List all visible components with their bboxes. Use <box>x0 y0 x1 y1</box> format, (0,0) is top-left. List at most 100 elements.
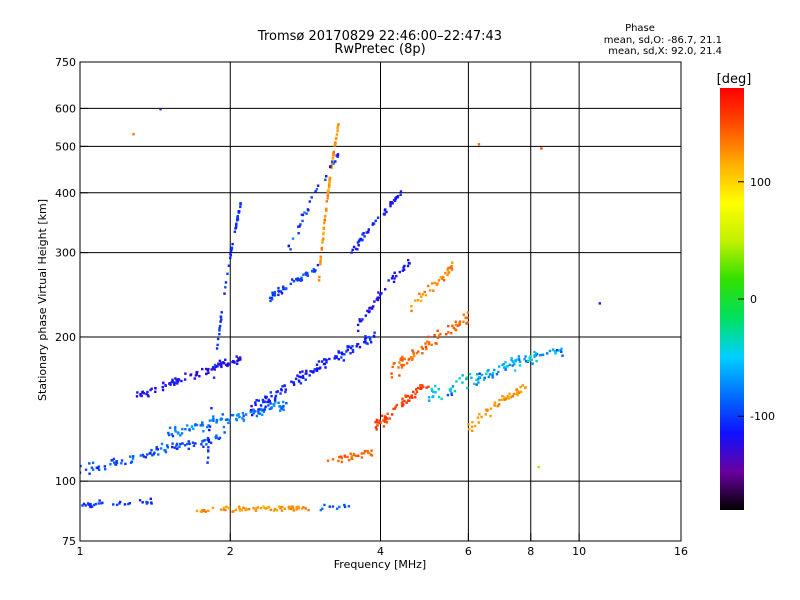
data-point-c4-73 <box>171 378 174 382</box>
data-point-c4-4 <box>142 392 146 395</box>
data-point-c5-99 <box>201 423 204 426</box>
data-point-c8-46 <box>366 342 369 345</box>
data-point-c7-36 <box>296 279 299 282</box>
data-point-c15-68 <box>551 348 555 351</box>
colorbar-tick-label-2: -100 <box>750 410 775 423</box>
data-point-c5-45 <box>273 404 276 407</box>
data-point-c3-20 <box>80 464 82 468</box>
data-point-c8-98 <box>343 353 346 356</box>
data-point-c4-83 <box>162 381 165 385</box>
data-point-c17-7 <box>402 268 406 271</box>
data-point-c3-63 <box>175 444 178 447</box>
data-point-c3-6 <box>191 441 195 444</box>
y-tick-label-0: 75 <box>62 535 76 548</box>
data-point-c15-50 <box>559 349 563 352</box>
data-point-c8-72 <box>266 400 269 404</box>
data-point-c16-3 <box>500 398 504 402</box>
data-point-c3-48 <box>88 472 91 475</box>
data-point-c1-42 <box>259 506 263 510</box>
data-point-c8-92 <box>333 357 336 360</box>
data-point-c17-37 <box>370 306 373 309</box>
data-point-c15-28 <box>528 356 531 359</box>
data-point-c16-37 <box>501 395 504 398</box>
data-point-c16-4 <box>471 429 474 433</box>
data-point-c13-9 <box>439 332 442 336</box>
data-point-c1-13 <box>238 507 242 511</box>
data-point-c16-19 <box>484 413 487 416</box>
data-point-c13-26 <box>433 333 436 337</box>
data-point-c15-51 <box>539 354 542 357</box>
data-point-c16-23 <box>515 392 518 396</box>
data-point-c0-13 <box>138 499 142 502</box>
data-point-c16-45 <box>507 397 510 400</box>
data-point-c15-102 <box>478 372 481 375</box>
data-point-c4-80 <box>235 355 238 358</box>
data-point-c14-15 <box>421 293 425 296</box>
data-point-c13-25 <box>462 320 465 323</box>
data-point-c18-24 <box>314 190 317 193</box>
data-point-c15-81 <box>545 352 549 355</box>
data-point-c16-36 <box>493 403 496 407</box>
data-point-iso-3 <box>540 147 543 150</box>
data-point-c8-50 <box>346 346 349 349</box>
data-point-c15-72 <box>483 376 486 380</box>
data-point-c5-26 <box>190 425 194 428</box>
data-point-c12-43 <box>375 428 378 431</box>
data-point-c3-1 <box>131 457 135 460</box>
data-point-c5-89 <box>278 405 281 408</box>
data-point-c13-30 <box>458 321 461 325</box>
data-point-c8-30 <box>263 408 266 411</box>
data-point-c6-4 <box>215 347 219 350</box>
data-point-c3-32 <box>164 450 168 454</box>
data-point-c5-12 <box>231 414 235 417</box>
data-point-c1-64 <box>225 505 228 508</box>
data-point-c0-28 <box>141 501 144 504</box>
data-point-c11-19 <box>371 223 374 226</box>
data-point-c15-55 <box>437 395 441 399</box>
data-point-c12-4 <box>378 421 381 425</box>
data-point-c12-32 <box>401 404 404 408</box>
y-tick-label-1: 100 <box>55 475 76 488</box>
data-point-c16-13 <box>516 393 519 397</box>
data-point-c1-54 <box>263 506 266 510</box>
data-point-c12-13 <box>386 412 389 416</box>
data-point-c7-29 <box>277 293 280 297</box>
data-point-c16-12 <box>470 425 474 428</box>
data-point-c4-34 <box>200 367 204 371</box>
data-point-c5-14 <box>258 412 262 415</box>
data-point-c17-18 <box>373 300 376 303</box>
data-point-c0-7 <box>87 503 90 507</box>
data-point-c17-19 <box>393 271 396 275</box>
data-point-c7-46 <box>300 278 304 282</box>
data-point-c12-47 <box>393 407 397 410</box>
data-point-c18-22 <box>316 184 320 187</box>
data-point-c8-43 <box>261 398 265 402</box>
data-point-c13-47 <box>454 328 457 331</box>
data-point-c7-45 <box>313 270 316 273</box>
data-point-c11-6 <box>354 247 358 251</box>
data-point-c1-32 <box>272 509 276 512</box>
data-point-c8-106 <box>364 335 367 338</box>
data-point-c5-33 <box>221 413 224 416</box>
data-point-c1-5 <box>231 510 234 513</box>
data-point-c15-66 <box>526 359 530 363</box>
data-point-c3-71 <box>114 463 118 466</box>
data-point-c5-74 <box>282 404 285 408</box>
data-point-c6-20 <box>218 324 222 328</box>
data-point-c7-20 <box>289 282 293 286</box>
data-point-c9-9 <box>319 260 322 263</box>
data-point-c8-48 <box>267 398 271 401</box>
data-point-c16-11 <box>506 395 509 398</box>
data-point-c16-35 <box>489 414 492 418</box>
data-point-c4-31 <box>233 361 236 364</box>
data-point-c8-8 <box>309 369 312 373</box>
data-point-c7-31 <box>311 270 314 273</box>
data-point-c12-16 <box>415 390 419 394</box>
data-point-c2-4 <box>319 508 323 512</box>
data-point-c7-42 <box>297 278 301 282</box>
data-point-c11-7 <box>356 241 360 244</box>
data-point-c3-25 <box>194 442 197 445</box>
data-point-c9-47 <box>326 194 330 197</box>
data-point-c3-75 <box>187 447 190 451</box>
data-point-c14-7 <box>424 293 428 297</box>
